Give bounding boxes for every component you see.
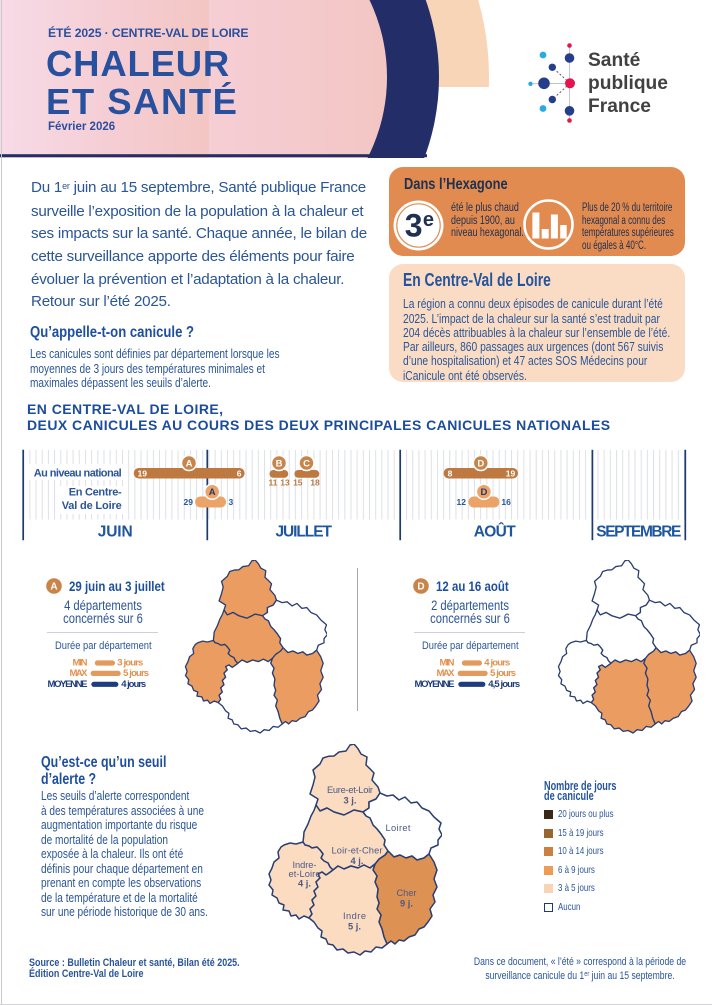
svg-text:11: 11 [269, 478, 278, 488]
svg-text:4 jours: 4 jours [121, 679, 146, 690]
svg-text:Indre-: Indre- [293, 860, 317, 870]
svg-text:Loir-et-Cher: Loir-et-Cher [332, 846, 383, 856]
svg-text:Indre: Indre [343, 911, 366, 921]
svg-text:et-Loire: et-Loire [289, 869, 321, 879]
svg-text:3 jours: 3 jours [117, 658, 143, 669]
svg-text:MOYENNE: MOYENNE [48, 679, 88, 690]
svg-text:16: 16 [501, 497, 511, 507]
svg-text:Cher: Cher [397, 888, 417, 898]
svg-text:15: 15 [293, 478, 303, 488]
svg-text:5 jours: 5 jours [490, 668, 516, 679]
svg-text:8: 8 [448, 468, 453, 478]
svg-text:9 j.: 9 j. [400, 899, 413, 909]
svg-text:B: B [276, 458, 283, 469]
svg-text:4 j.: 4 j. [298, 879, 311, 889]
svg-text:e: e [423, 209, 434, 231]
svg-text:5 j.: 5 j. [348, 922, 361, 932]
svg-text:19: 19 [138, 468, 148, 478]
svg-text:4,5 jours: 4,5 jours [488, 679, 520, 690]
svg-text:En Centre-: En Centre- [69, 487, 122, 499]
svg-text:Eure-et-Loir: Eure-et-Loir [327, 785, 373, 795]
svg-text:A: A [50, 582, 57, 593]
svg-text:C: C [303, 458, 310, 469]
svg-text:JUILLET: JUILLET [275, 524, 332, 541]
svg-text:MIN: MIN [440, 658, 455, 669]
svg-text:D: D [477, 458, 484, 469]
svg-text:4 j.: 4 j. [351, 856, 364, 866]
svg-text:4 jours: 4 jours [484, 658, 510, 669]
svg-text:Loiret: Loiret [386, 823, 411, 833]
svg-text:A: A [186, 458, 193, 469]
svg-text:JUIN: JUIN [98, 524, 133, 541]
svg-text:MOYENNE: MOYENNE [415, 679, 455, 690]
svg-text:29: 29 [184, 497, 194, 507]
svg-text:18: 18 [310, 478, 320, 488]
svg-text:AOÛT: AOÛT [474, 523, 517, 541]
svg-text:12: 12 [457, 497, 467, 507]
svg-text:19: 19 [506, 468, 516, 478]
svg-text:3: 3 [405, 207, 423, 243]
svg-text:A: A [209, 487, 216, 498]
svg-text:D: D [417, 582, 424, 593]
svg-text:5 jours: 5 jours [123, 668, 149, 679]
svg-text:Au niveau national: Au niveau national [34, 468, 122, 480]
svg-text:SEPTEMBRE: SEPTEMBRE [596, 524, 681, 541]
svg-text:MIN: MIN [73, 658, 88, 669]
svg-text:13: 13 [280, 478, 290, 488]
svg-text:D: D [480, 487, 487, 498]
svg-text:6: 6 [237, 468, 242, 478]
svg-text:Val de Loire: Val de Loire [62, 500, 122, 512]
svg-text:MAX: MAX [437, 668, 456, 679]
svg-text:MAX: MAX [70, 668, 89, 679]
svg-text:3 j.: 3 j. [344, 796, 357, 806]
svg-text:3: 3 [229, 497, 234, 507]
